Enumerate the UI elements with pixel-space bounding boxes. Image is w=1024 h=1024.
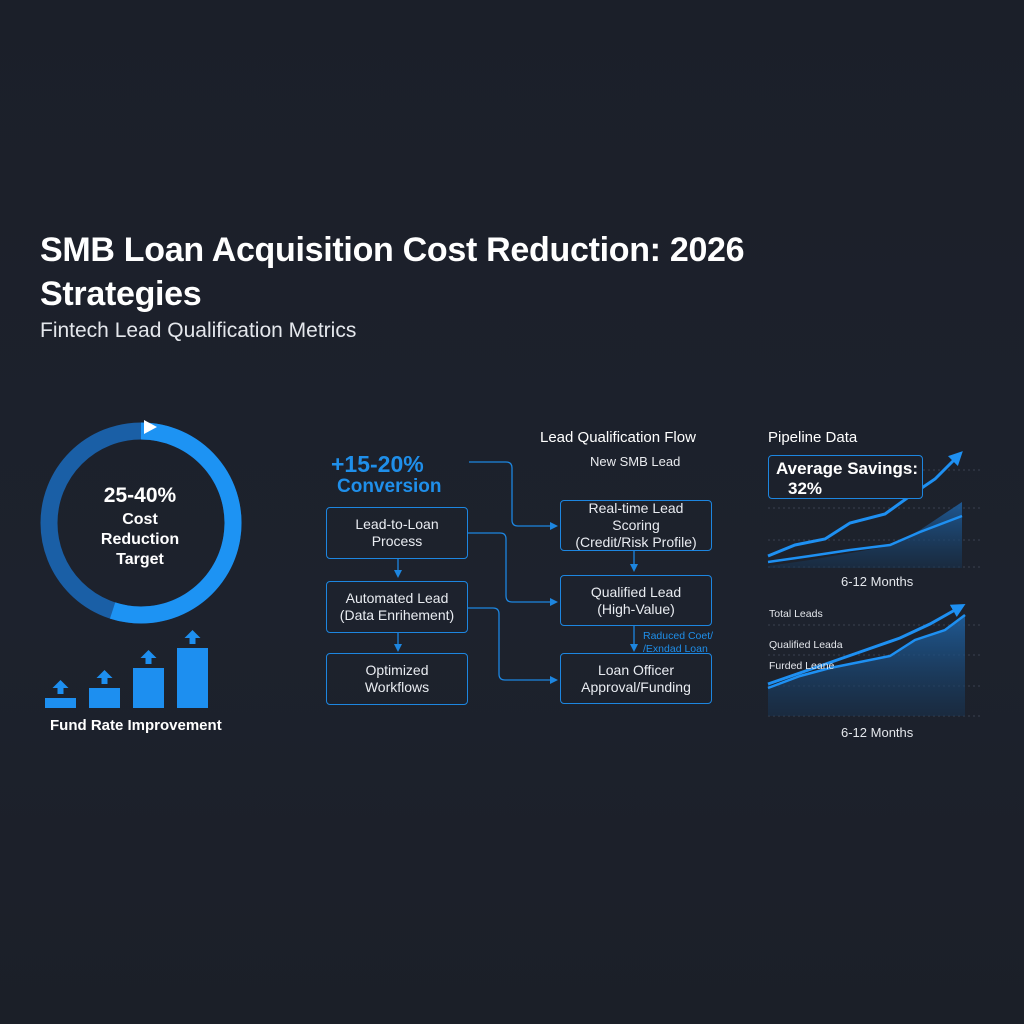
arrow-up-icon xyxy=(140,650,157,664)
flow-step-automated-lead: Automated Lead (Data Enrihement) xyxy=(326,581,468,633)
average-savings-box xyxy=(768,455,923,499)
target-label: Cost Reduction Target xyxy=(100,511,180,568)
target-value: 25-40% xyxy=(103,484,177,507)
average-savings-label: Average Savings: xyxy=(776,459,919,478)
fund-rate-bars xyxy=(45,630,208,708)
average-savings-value: 32% xyxy=(788,479,823,498)
flow-start-label: New SMB Lead xyxy=(590,454,681,469)
donut-progress-arc xyxy=(109,422,242,624)
legend-funded-leads: Furded Leane xyxy=(769,660,835,672)
flow-step-loan-funding: Loan Officer Approval/Funding xyxy=(560,653,712,704)
fund-rate-bar xyxy=(45,698,76,708)
reduced-cost-note: Raduced Coet/ /Exndad Loan xyxy=(643,630,714,655)
pipeline-bottom-chart xyxy=(767,604,980,717)
arrow-up-icon xyxy=(184,630,201,644)
top-chart-savings-line xyxy=(767,451,963,558)
fund-rate-bar xyxy=(177,648,208,708)
top-chart-area xyxy=(768,502,962,568)
funded-leads-line xyxy=(767,614,966,690)
conversion-label: Conversion xyxy=(337,476,442,497)
legend-total-leads: Total Leads xyxy=(769,608,823,620)
flow-step-lead-to-loan: Lead-to-Loan Process xyxy=(326,507,468,559)
total-leads-line xyxy=(767,604,966,686)
connector-process-to-qualified xyxy=(468,532,558,606)
top-chart-xlabel: 6-12 Months xyxy=(841,574,914,589)
legend-qualified-leads: Qualified Leada xyxy=(769,639,843,651)
arrow-up-icon xyxy=(96,670,113,684)
cost-reduction-donut xyxy=(40,420,242,624)
bottom-chart-xlabel: 6-12 Months xyxy=(841,725,914,740)
flow-step-optimized-workflows: Optimized Workflows xyxy=(326,653,468,705)
page-title: SMB Loan Acquisition Cost Reduction: 202… xyxy=(40,231,745,313)
connector-conversion-to-scoring xyxy=(469,461,558,530)
fund-rate-bar xyxy=(133,668,164,708)
flow-connectors xyxy=(394,461,638,684)
fund-rate-label: Fund Rate Improvement xyxy=(50,717,222,734)
pipeline-title: Pipeline Data xyxy=(768,429,858,446)
donut-start-marker-icon xyxy=(144,420,157,434)
flow-step-lead-scoring: Real-time Lead Scoring (Credit/Risk Prof… xyxy=(560,500,712,551)
connector-automated-to-funding xyxy=(468,607,558,684)
fund-rate-bar xyxy=(89,688,120,708)
conversion-value: +15-20% xyxy=(331,451,424,477)
flow-step-qualified-lead: Qualified Lead (High-Value) xyxy=(560,575,712,626)
arrow-up-icon xyxy=(52,680,69,694)
page-subtitle: Fintech Lead Qualification Metrics xyxy=(40,319,357,342)
flow-title: Lead Qualification Flow xyxy=(540,429,696,446)
top-chart-secondary-line xyxy=(767,514,963,564)
